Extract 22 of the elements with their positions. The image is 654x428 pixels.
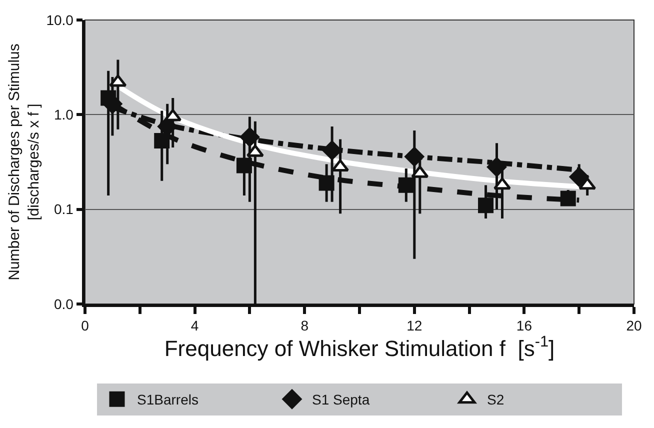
point [487, 157, 506, 177]
point [478, 198, 494, 214]
y-tick-label: 10.0 [46, 12, 74, 28]
legend-label: S2 [487, 392, 504, 408]
x-axis-title: Frequency of Whisker Stimulation f [s$^{-1}$] [164, 334, 555, 361]
y-tick-label: 0.1 [54, 201, 74, 218]
point [404, 146, 424, 166]
legend-label: S1 Septa [312, 392, 370, 408]
y-tick-label: 1.0 [54, 106, 74, 123]
x-tick-label: 8 [300, 318, 309, 334]
y-axis-title: Number of Discharges per Stimulus [discharges/s x f ] [6, 44, 42, 280]
x-tick-label: 0 [81, 318, 90, 334]
x-tick-label: 4 [190, 318, 199, 334]
point [569, 167, 589, 187]
point [560, 190, 576, 206]
x-tick-label: 16 [516, 318, 532, 334]
x-tick-label: 12 [406, 318, 422, 334]
point [240, 127, 260, 147]
y-tick-label: 0.0 [54, 296, 74, 312]
point [398, 177, 414, 193]
legend-label: S1Barrels [137, 392, 198, 408]
x-tick-label: 20 [626, 318, 642, 334]
